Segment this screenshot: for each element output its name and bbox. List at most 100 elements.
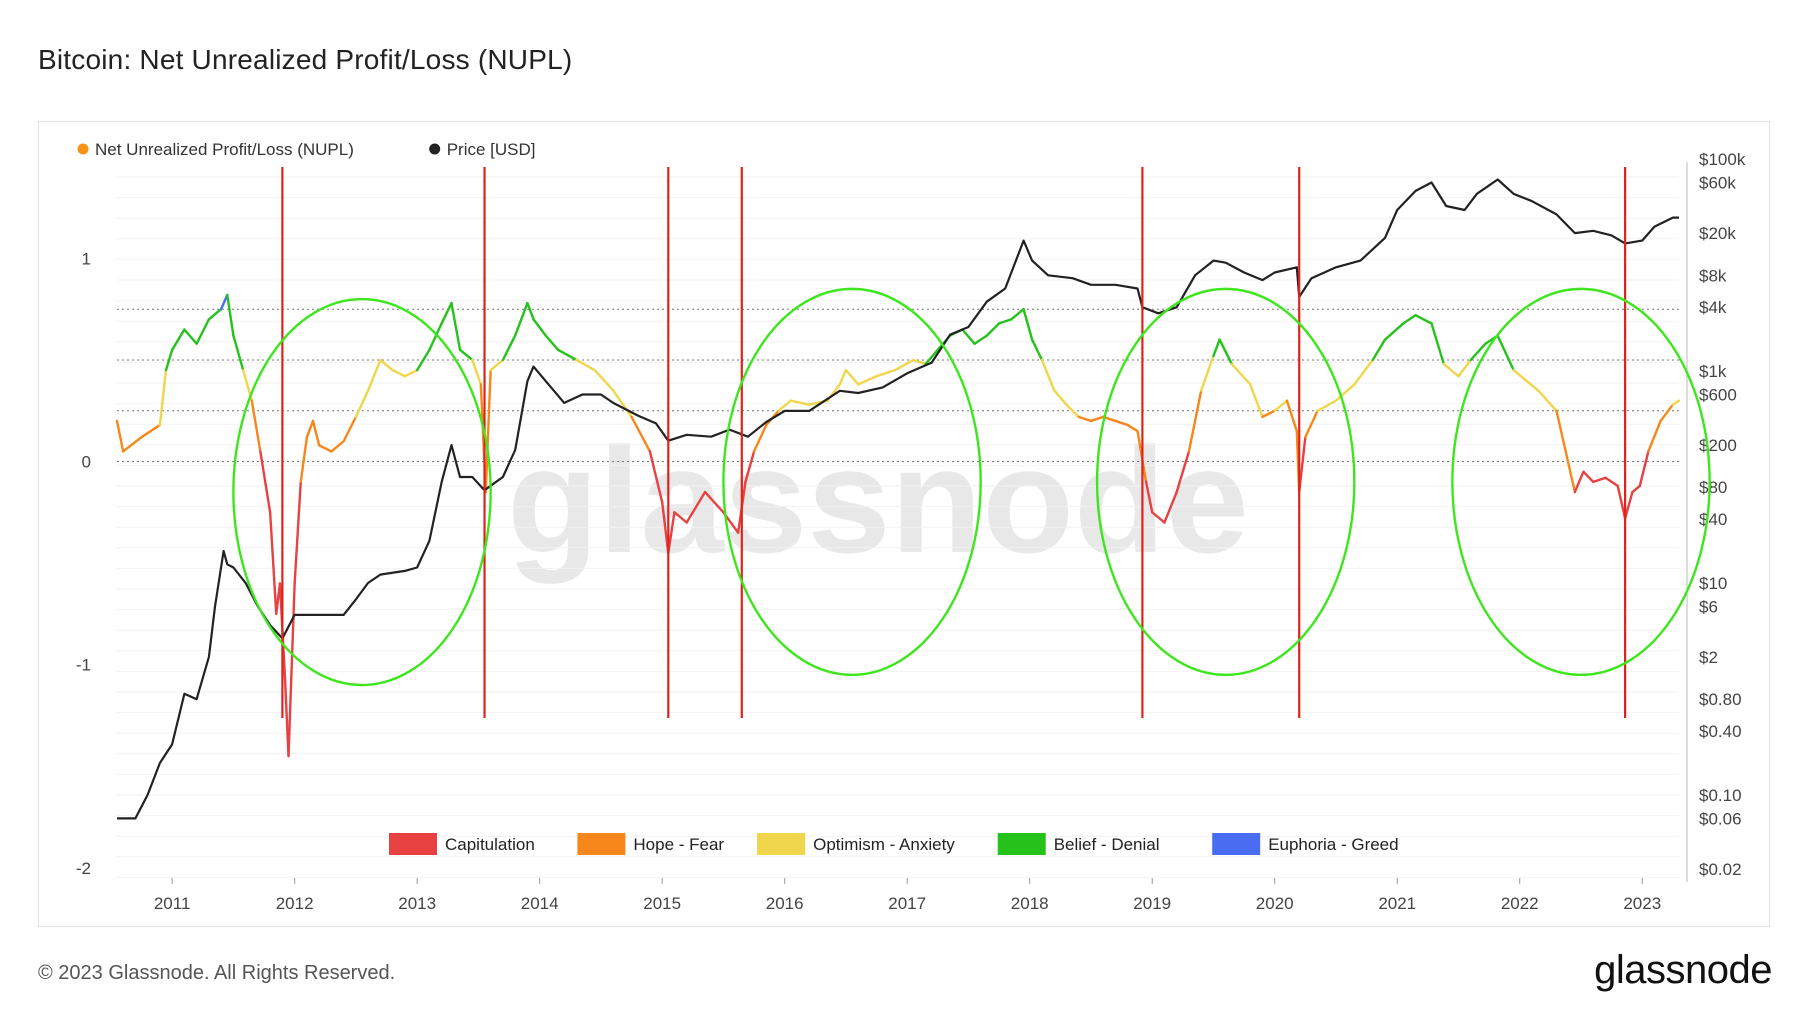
nupl-segment: [287, 582, 296, 758]
chart-container: glassnode 1 0 -1 -2 $100k $60k $20k $8k $4k $1k $60…: [38, 121, 1770, 927]
nupl-segment: [685, 490, 707, 524]
nupl-segment: [1273, 399, 1289, 412]
nupl-segment: [1638, 450, 1650, 488]
right-axis-tick-label: $60k: [1699, 174, 1736, 193]
nupl-segment: [484, 368, 492, 494]
nupl-segment: [1631, 484, 1641, 494]
x-axis-tick-label: 2015: [643, 894, 681, 913]
nupl-segment: [458, 348, 474, 362]
nupl-segment: [1524, 379, 1540, 392]
nupl-segment: [299, 435, 309, 484]
right-axis-tick-label: $0.80: [1699, 690, 1742, 709]
right-axis-tick-label: $80: [1699, 478, 1727, 497]
nupl-segment: [856, 375, 878, 386]
glassnode-logo[interactable]: glassnode: [1594, 948, 1772, 992]
top-legend: Net Unrealized Profit/Loss (NUPL) Price […: [77, 140, 535, 159]
right-axis-tick-label: $10: [1699, 574, 1727, 593]
nupl-segment: [219, 293, 229, 311]
nupl-segment: [1022, 307, 1034, 341]
x-axis-tick-label: 2013: [398, 894, 436, 913]
nupl-segment: [293, 480, 302, 585]
legend-label: Net Unrealized Profit/Loss (NUPL): [95, 140, 354, 159]
x-axis-tick-label: 2017: [888, 894, 926, 913]
x-axis-tick-label: 2016: [766, 894, 804, 913]
legend-marker: [429, 143, 441, 155]
nupl-segment: [1383, 322, 1405, 341]
nupl-segment: [195, 318, 211, 345]
zone-legend-label: Belief - Denial: [1054, 835, 1160, 854]
x-axis-tick-label: 2018: [1011, 894, 1049, 913]
price-line: [117, 178, 1679, 820]
highlight-circle: [1095, 287, 1356, 677]
highlight-circles: [232, 287, 1711, 687]
zone-legend-label: Hope - Fear: [633, 835, 724, 854]
nupl-segment: [379, 358, 394, 372]
nupl-segment: [1151, 511, 1166, 524]
nupl-segment: [1261, 409, 1276, 419]
nupl-chart: glassnode 1 0 -1 -2 $100k $60k $20k $8k $4k $1k $60…: [76, 140, 1746, 913]
left-axis-tick-label: 1: [82, 249, 91, 268]
right-axis-tick-label: $0.06: [1699, 809, 1742, 828]
left-axis: 1 0 -1 -2: [76, 249, 91, 877]
nupl-segment: [526, 301, 535, 321]
nupl-segment: [1457, 358, 1472, 378]
nupl-segment: [1175, 450, 1191, 494]
nupl-segment: [893, 358, 915, 372]
nupl-segment: [1442, 362, 1460, 378]
zone-legend-swatch: [1212, 833, 1261, 855]
nupl-segment: [489, 358, 505, 372]
gridlines: [117, 176, 1679, 878]
nupl-segment: [1089, 415, 1105, 423]
nupl-segment: [305, 419, 315, 439]
nupl-segment: [997, 318, 1013, 325]
highlight-circle: [1451, 287, 1711, 677]
nupl-segment: [575, 358, 596, 372]
x-axis-tick-label: 2020: [1256, 894, 1294, 913]
nupl-segment: [744, 450, 756, 484]
nupl-segment: [354, 389, 370, 419]
zone-legend-label: Optimism - Anxiety: [813, 835, 955, 854]
nupl-segment: [164, 348, 174, 372]
nupl-segment: [556, 348, 578, 362]
nupl-segment: [673, 511, 688, 524]
nupl-segment: [1430, 322, 1445, 366]
x-axis-tick-label: 2014: [521, 894, 559, 913]
nupl-segment: [501, 334, 517, 362]
nupl-segment: [366, 358, 382, 392]
page-title: Bitcoin: Net Unrealized Profit/Loss (NUP…: [38, 44, 573, 75]
nupl-segment: [226, 293, 235, 337]
nupl-segment: [838, 368, 848, 386]
right-axis-tick-label: $600: [1699, 385, 1737, 404]
nupl-segment: [1671, 399, 1681, 406]
nupl-segment: [1249, 383, 1264, 419]
nupl-segment: [1065, 403, 1080, 419]
nupl-segment: [1414, 314, 1433, 325]
nupl-segment: [1163, 490, 1178, 524]
zone-legend-swatch: [577, 833, 626, 855]
zone-legend-label: Euphoria - Greed: [1268, 835, 1398, 854]
zone-legend: Capitulation Hope - Fear Optimism - Anxiet…: [389, 833, 1399, 855]
right-axis-tick-label: $4k: [1699, 298, 1727, 317]
nupl-segment: [170, 328, 186, 352]
nupl-segment: [752, 423, 768, 453]
nupl-segment: [532, 318, 547, 337]
nupl-segment: [1604, 476, 1619, 488]
zone-legend-swatch: [389, 833, 437, 855]
nupl-segment: [1582, 470, 1595, 484]
nupl-segment: [1402, 314, 1417, 325]
nupl-segment: [648, 450, 664, 504]
nupl-segment: [1316, 399, 1338, 412]
highlight-circle: [232, 297, 492, 687]
nupl-segment: [611, 389, 633, 419]
nupl-segment: [1512, 368, 1528, 382]
nupl-segment: [342, 415, 358, 443]
watermark: glassnode: [507, 416, 1249, 584]
highlight-circle: [722, 287, 982, 677]
nupl-segment: [1659, 403, 1675, 423]
right-axis-tick-label: $2: [1699, 648, 1718, 667]
nupl-segment: [1616, 484, 1627, 520]
x-axis-tick-label: 2022: [1501, 894, 1539, 913]
nupl-segment: [544, 334, 560, 352]
capitulation-markers: [281, 167, 1627, 718]
x-axis-tick-label: 2019: [1133, 894, 1171, 913]
